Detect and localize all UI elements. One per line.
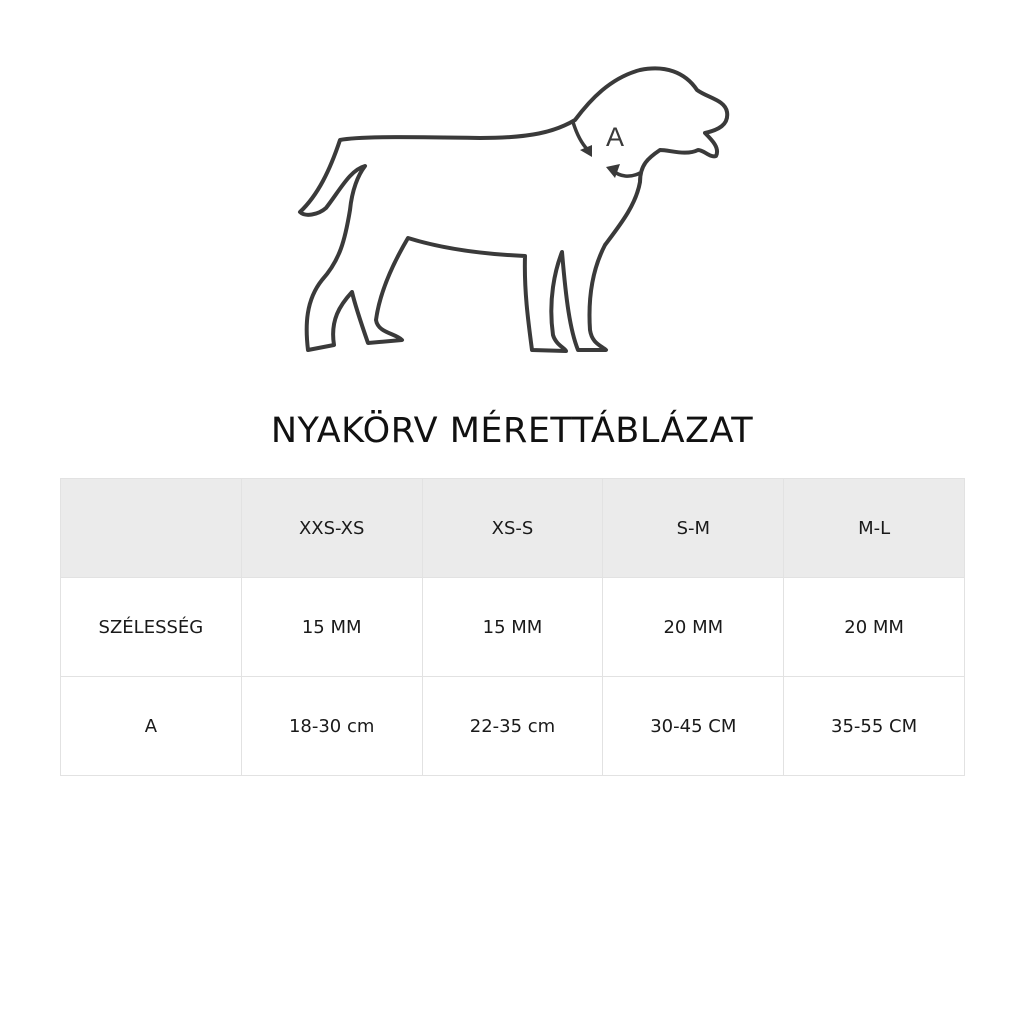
row-label: A [60, 676, 242, 776]
table-cell: 30-45 CM [602, 676, 785, 776]
arrowhead-right [606, 164, 620, 178]
table-cell: 20 MM [602, 577, 785, 677]
header-cell [60, 478, 242, 578]
header-cell: S-M [602, 478, 785, 578]
header-cell: XXS-XS [240, 478, 423, 578]
header-cell: M-L [783, 478, 965, 578]
page-title: NYAKÖRV MÉRETTÁBLÁZAT [270, 411, 754, 452]
header-cell: XS-S [421, 478, 604, 578]
table-cell: 15 MM [421, 577, 604, 677]
table-row: A 18-30 cm 22-35 cm 30-45 CM 35-55 CM [60, 676, 965, 776]
table-cell: 22-35 cm [421, 676, 604, 776]
table-cell: 20 MM [783, 577, 965, 677]
table-cell: 35-55 CM [783, 676, 965, 776]
table-cell: 15 MM [240, 577, 423, 677]
table-header-row: XXS-XS XS-S S-M M-L [60, 478, 965, 578]
dog-outline-illustration: A [298, 66, 730, 353]
row-label: SZÉLESSÉG [60, 577, 242, 677]
measurement-label-a: A [606, 122, 624, 152]
table-cell: 18-30 cm [240, 676, 423, 776]
size-table: XXS-XS XS-S S-M M-L SZÉLESSÉG 15 MM 15 M… [60, 478, 965, 776]
table-row: SZÉLESSÉG 15 MM 15 MM 20 MM 20 MM [60, 577, 965, 677]
dog-outline [298, 66, 730, 353]
arrowhead-left [580, 145, 592, 157]
